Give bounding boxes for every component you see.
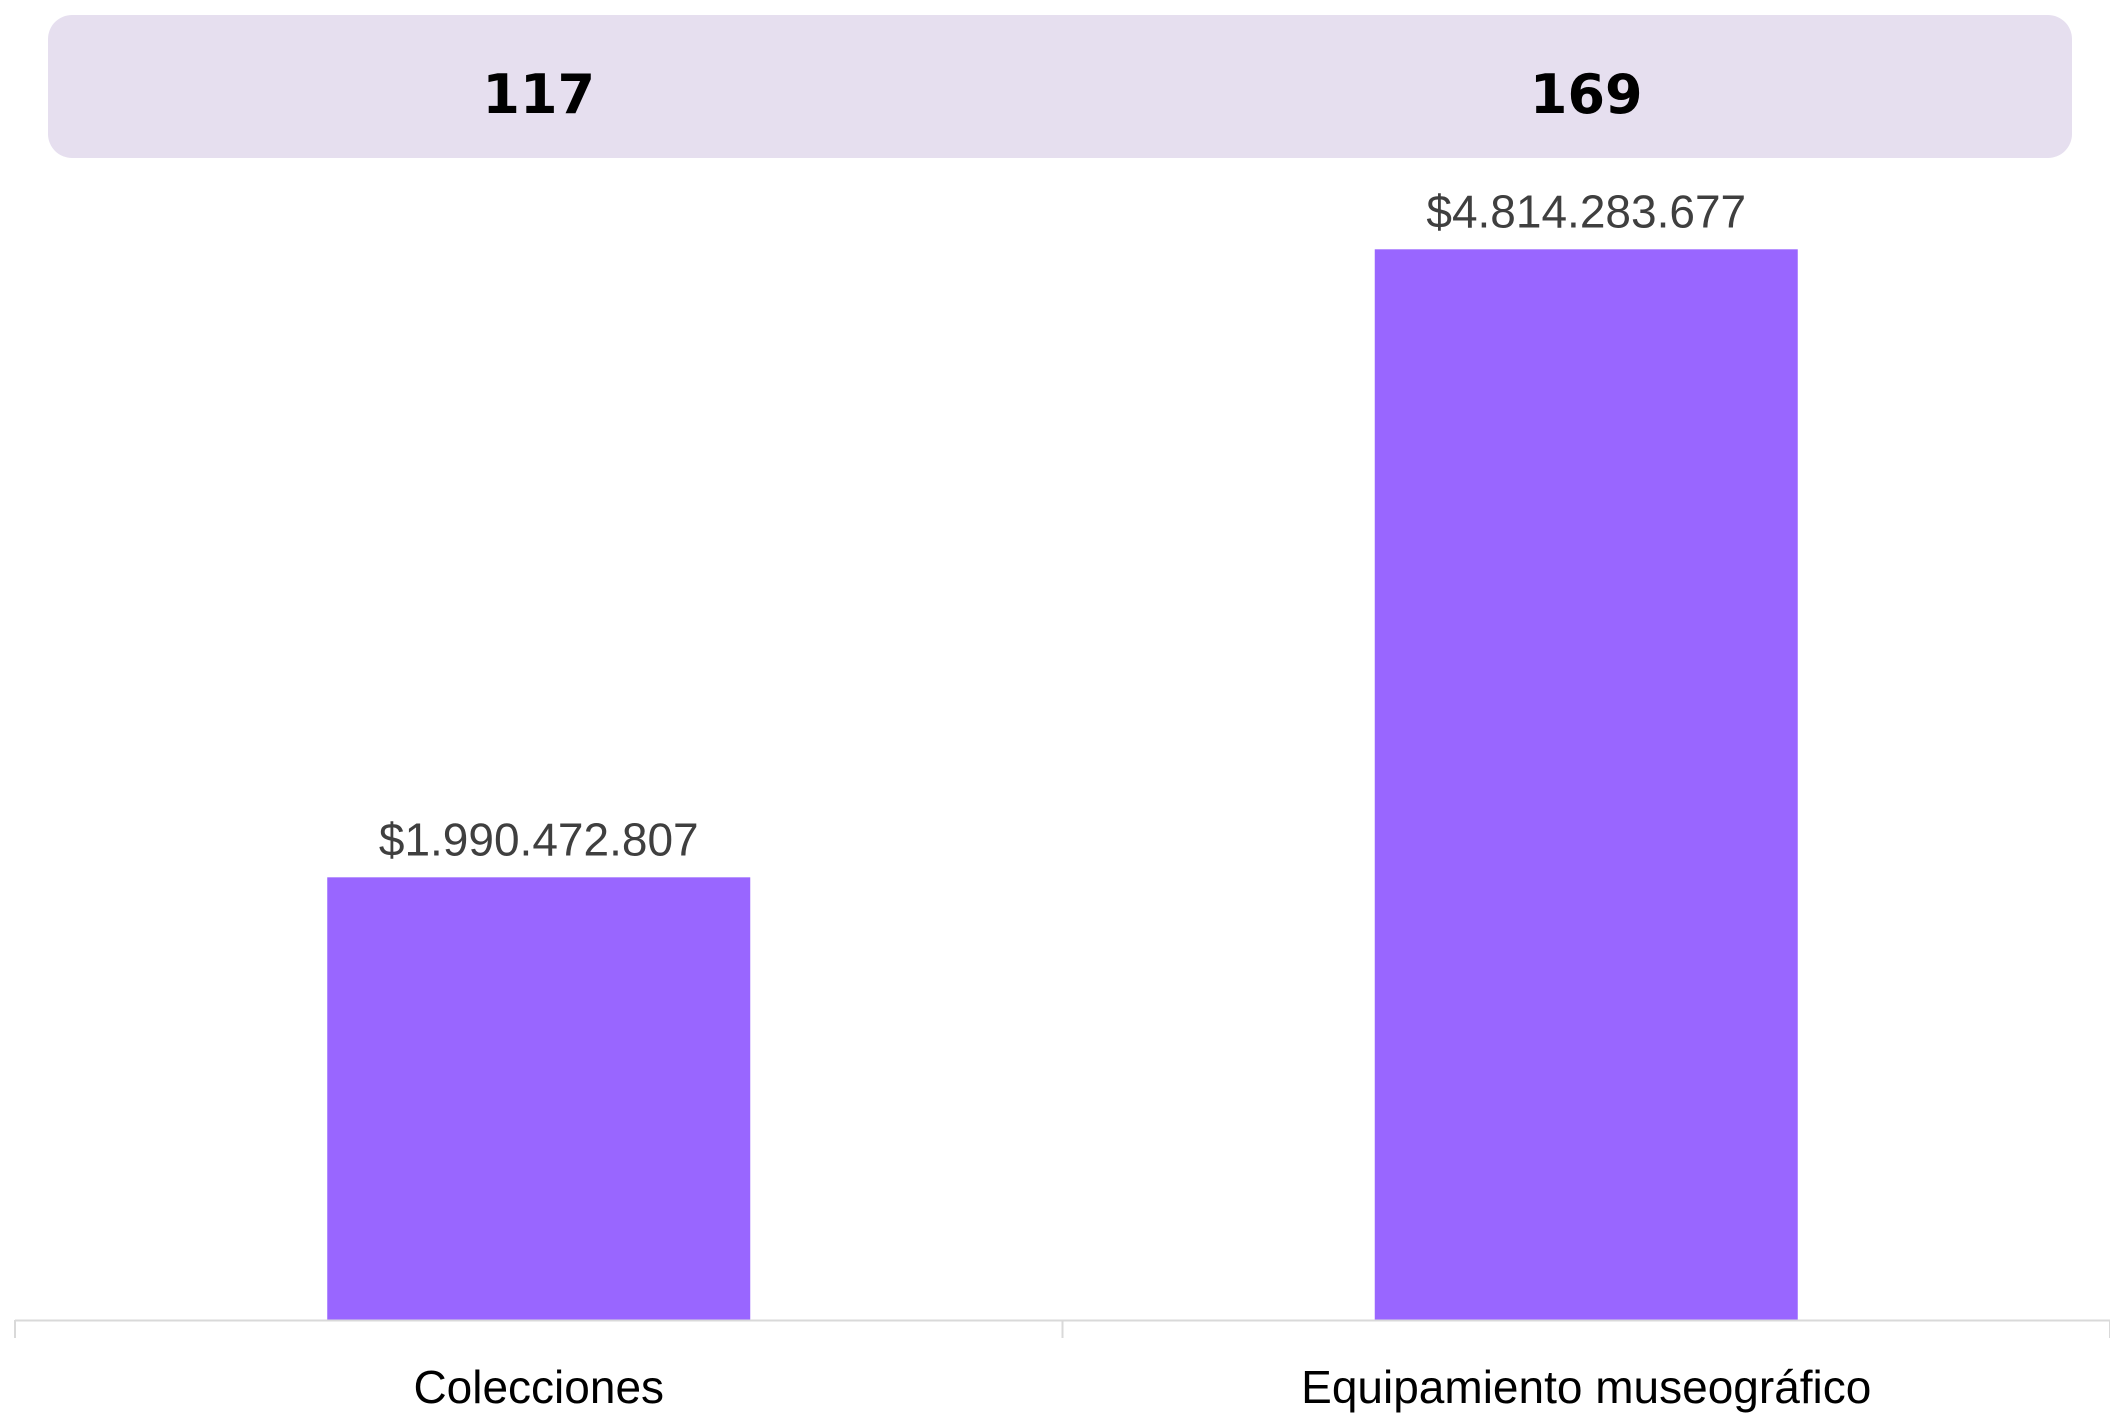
bar-colecciones (327, 877, 751, 1320)
count-value-equipamiento: 169 (1529, 63, 1643, 126)
data-label-colecciones: $1.990.472.807 (379, 813, 699, 865)
bar-equipamiento-museografico (1374, 249, 1798, 1320)
count-band: 117 169 (48, 15, 2072, 158)
category-label-equipamiento-museografico: Equipamiento museográfico (1301, 1361, 1871, 1413)
x-axis: Colecciones Equipamiento museográfico (14, 1319, 2110, 1413)
bars-layer (327, 249, 1798, 1320)
data-label-equipamiento-museografico: $4.814.283.677 (1426, 185, 1746, 237)
data-labels-layer: $1.990.472.807 $4.814.283.677 (379, 185, 1746, 865)
category-label-colecciones: Colecciones (413, 1361, 664, 1413)
count-value-colecciones: 117 (482, 63, 596, 126)
